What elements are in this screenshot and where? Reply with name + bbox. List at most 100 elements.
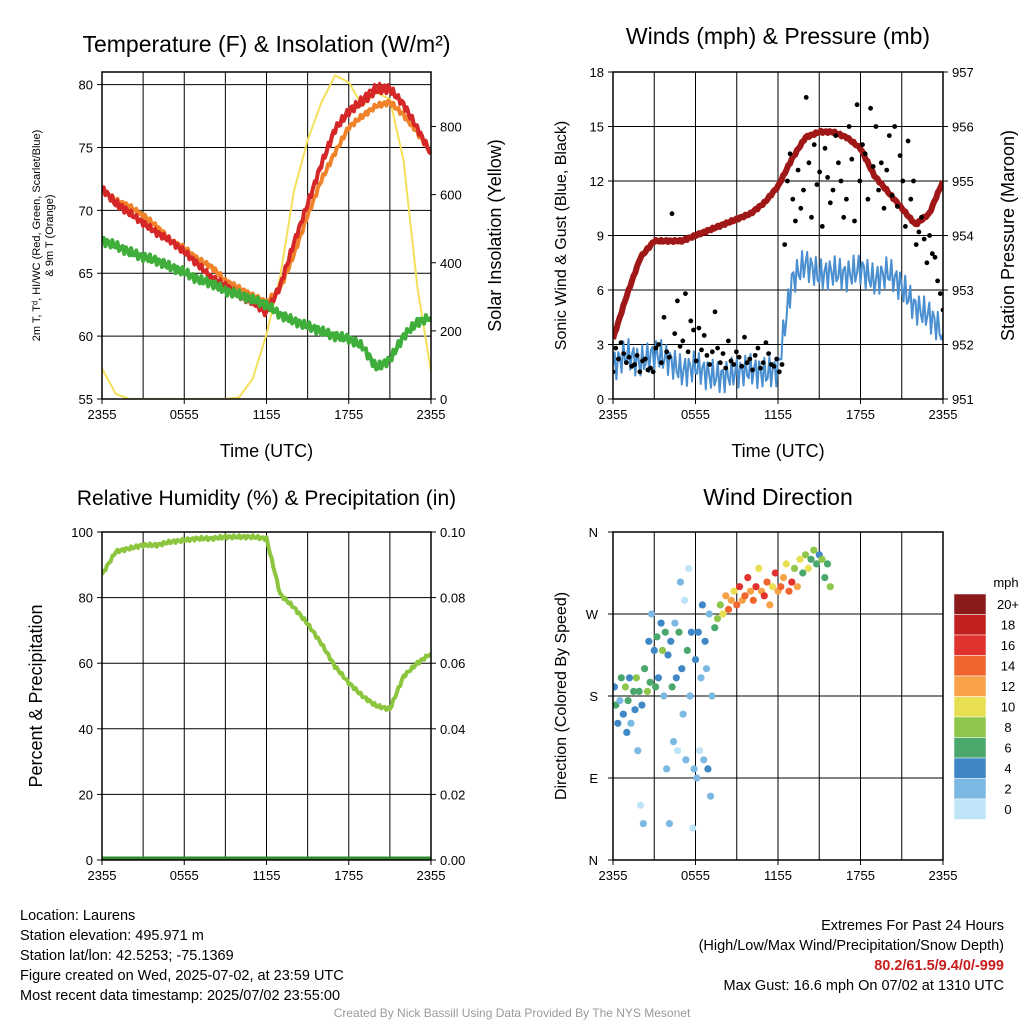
gust-point: [795, 167, 801, 173]
direction-point: [788, 578, 796, 586]
credit-text: Created By Nick Bassill Using Data Provi…: [333, 1006, 691, 1020]
direction-point: [646, 678, 654, 686]
gust-point: [924, 260, 930, 266]
gust-point: [801, 187, 806, 193]
gust-point: [680, 338, 686, 344]
direction-point: [705, 610, 713, 618]
gust-point: [892, 124, 898, 129]
gust-point: [817, 169, 822, 175]
direction-point: [700, 756, 708, 764]
direction-point: [698, 601, 707, 609]
direction-point: [676, 578, 685, 586]
direction-point: [691, 656, 700, 664]
direction-point: [790, 564, 799, 573]
gust-point: [664, 349, 670, 355]
gust-point: [779, 362, 785, 367]
x-tick-label: 1155: [764, 868, 792, 883]
y-axis-label-right: Station Pressure (Maroon): [998, 130, 1018, 341]
gust-point: [819, 224, 825, 229]
y-tick-label-right: 955: [952, 174, 974, 189]
extremes-subtitle: (High/Low/Max Wind/Precipitation/Snow De…: [698, 938, 1004, 954]
colorbar-label: 6: [1004, 741, 1011, 756]
gust-point: [696, 325, 702, 331]
direction-point: [701, 637, 709, 645]
gust-point: [653, 345, 659, 351]
gust-point: [704, 353, 710, 358]
gust-point: [691, 327, 696, 333]
direction-point: [744, 574, 752, 582]
direction-point: [645, 637, 653, 645]
direction-point: [724, 605, 733, 614]
gust-point: [932, 254, 938, 260]
y-axis-label-right-text: Station Pressure (Maroon): [998, 130, 1018, 341]
direction-point: [621, 683, 630, 691]
x-axis-label: Time (UTC): [220, 441, 313, 461]
direction-point: [683, 646, 691, 655]
y-tick-label-right: 953: [952, 283, 974, 298]
colorbar: mph 20+ 18 16 14 12 10 8 6 4 2 0: [953, 575, 1019, 820]
y-tick-label-left: 55: [79, 392, 93, 407]
direction-point: [777, 583, 785, 591]
y-tick-label-left: 60: [79, 656, 93, 671]
direction-point: [716, 601, 724, 609]
elevation-text: Station elevation: 495.971 m: [20, 928, 204, 944]
direction-point: [635, 687, 643, 696]
extremes-title: Extremes For Past 24 Hours: [821, 918, 1004, 934]
gust-point: [771, 363, 777, 369]
x-tick-label: 2355: [417, 407, 446, 422]
y-tick-label-right: 951: [952, 392, 974, 407]
recent-data-text: Most recent data timestamp: 2025/07/02 2…: [20, 988, 341, 1004]
gust-point: [846, 124, 852, 129]
max-gust-text: Max Gust: 16.6 mph On 07/02 at 1310 UTC: [723, 978, 1004, 994]
colorbar-label: 4: [1004, 761, 1011, 776]
gust-point: [723, 365, 729, 371]
gust-point: [908, 196, 914, 202]
gust-point: [752, 353, 758, 358]
y-tick-label-left: N: [589, 853, 598, 868]
y-tick-label-right: 0.08: [440, 591, 465, 606]
gust-point: [870, 164, 876, 169]
gust-point: [927, 233, 932, 238]
y-tick-label-right: 400: [440, 256, 462, 271]
gust-point: [661, 314, 667, 320]
direction-point: [793, 583, 801, 591]
x-tick-label: 2355: [599, 407, 628, 422]
direction-point: [668, 683, 676, 691]
y-axis-label-left-line: 2m T, Tᵈ, HI/WC (Red, Green, Scarlet/Blu…: [31, 130, 43, 342]
direction-point: [704, 765, 712, 773]
colorbar-swatch: [953, 634, 987, 656]
gust-point: [731, 362, 737, 367]
direction-point: [763, 578, 771, 586]
direction-point: [730, 587, 738, 595]
gust-point: [715, 345, 720, 351]
gust-point: [656, 342, 661, 347]
direction-point: [799, 569, 807, 577]
direction-point: [658, 646, 667, 655]
y-tick-label-left: E: [589, 771, 598, 786]
gust-point: [616, 356, 621, 362]
gust-point: [717, 360, 723, 366]
y-tick-label-right: 200: [440, 324, 462, 339]
y-tick-label-left: W: [586, 607, 599, 622]
y-tick-label-right: 0.00: [440, 853, 465, 868]
gust-point: [685, 349, 691, 355]
y-tick-label-left: 18: [590, 65, 604, 80]
gust-point: [720, 351, 726, 356]
colorbar-label: 14: [1001, 659, 1015, 674]
direction-point: [634, 747, 642, 755]
direction-point: [741, 592, 749, 600]
gust-point: [860, 142, 865, 148]
direction-point: [760, 592, 768, 600]
colorbar-swatch: [953, 757, 987, 779]
gust-point: [913, 242, 919, 248]
x-axis-label: Time (UTC): [731, 441, 824, 461]
gust-point: [787, 151, 793, 157]
gust-point: [790, 196, 796, 202]
x-tick-label: 2355: [929, 868, 958, 883]
colorbar-swatch: [953, 716, 987, 738]
direction-point: [766, 601, 774, 609]
x-tick-label: 1155: [253, 407, 281, 422]
gust-point: [803, 95, 809, 100]
direction-point: [625, 674, 634, 682]
x-tick-label: 1155: [253, 868, 281, 883]
